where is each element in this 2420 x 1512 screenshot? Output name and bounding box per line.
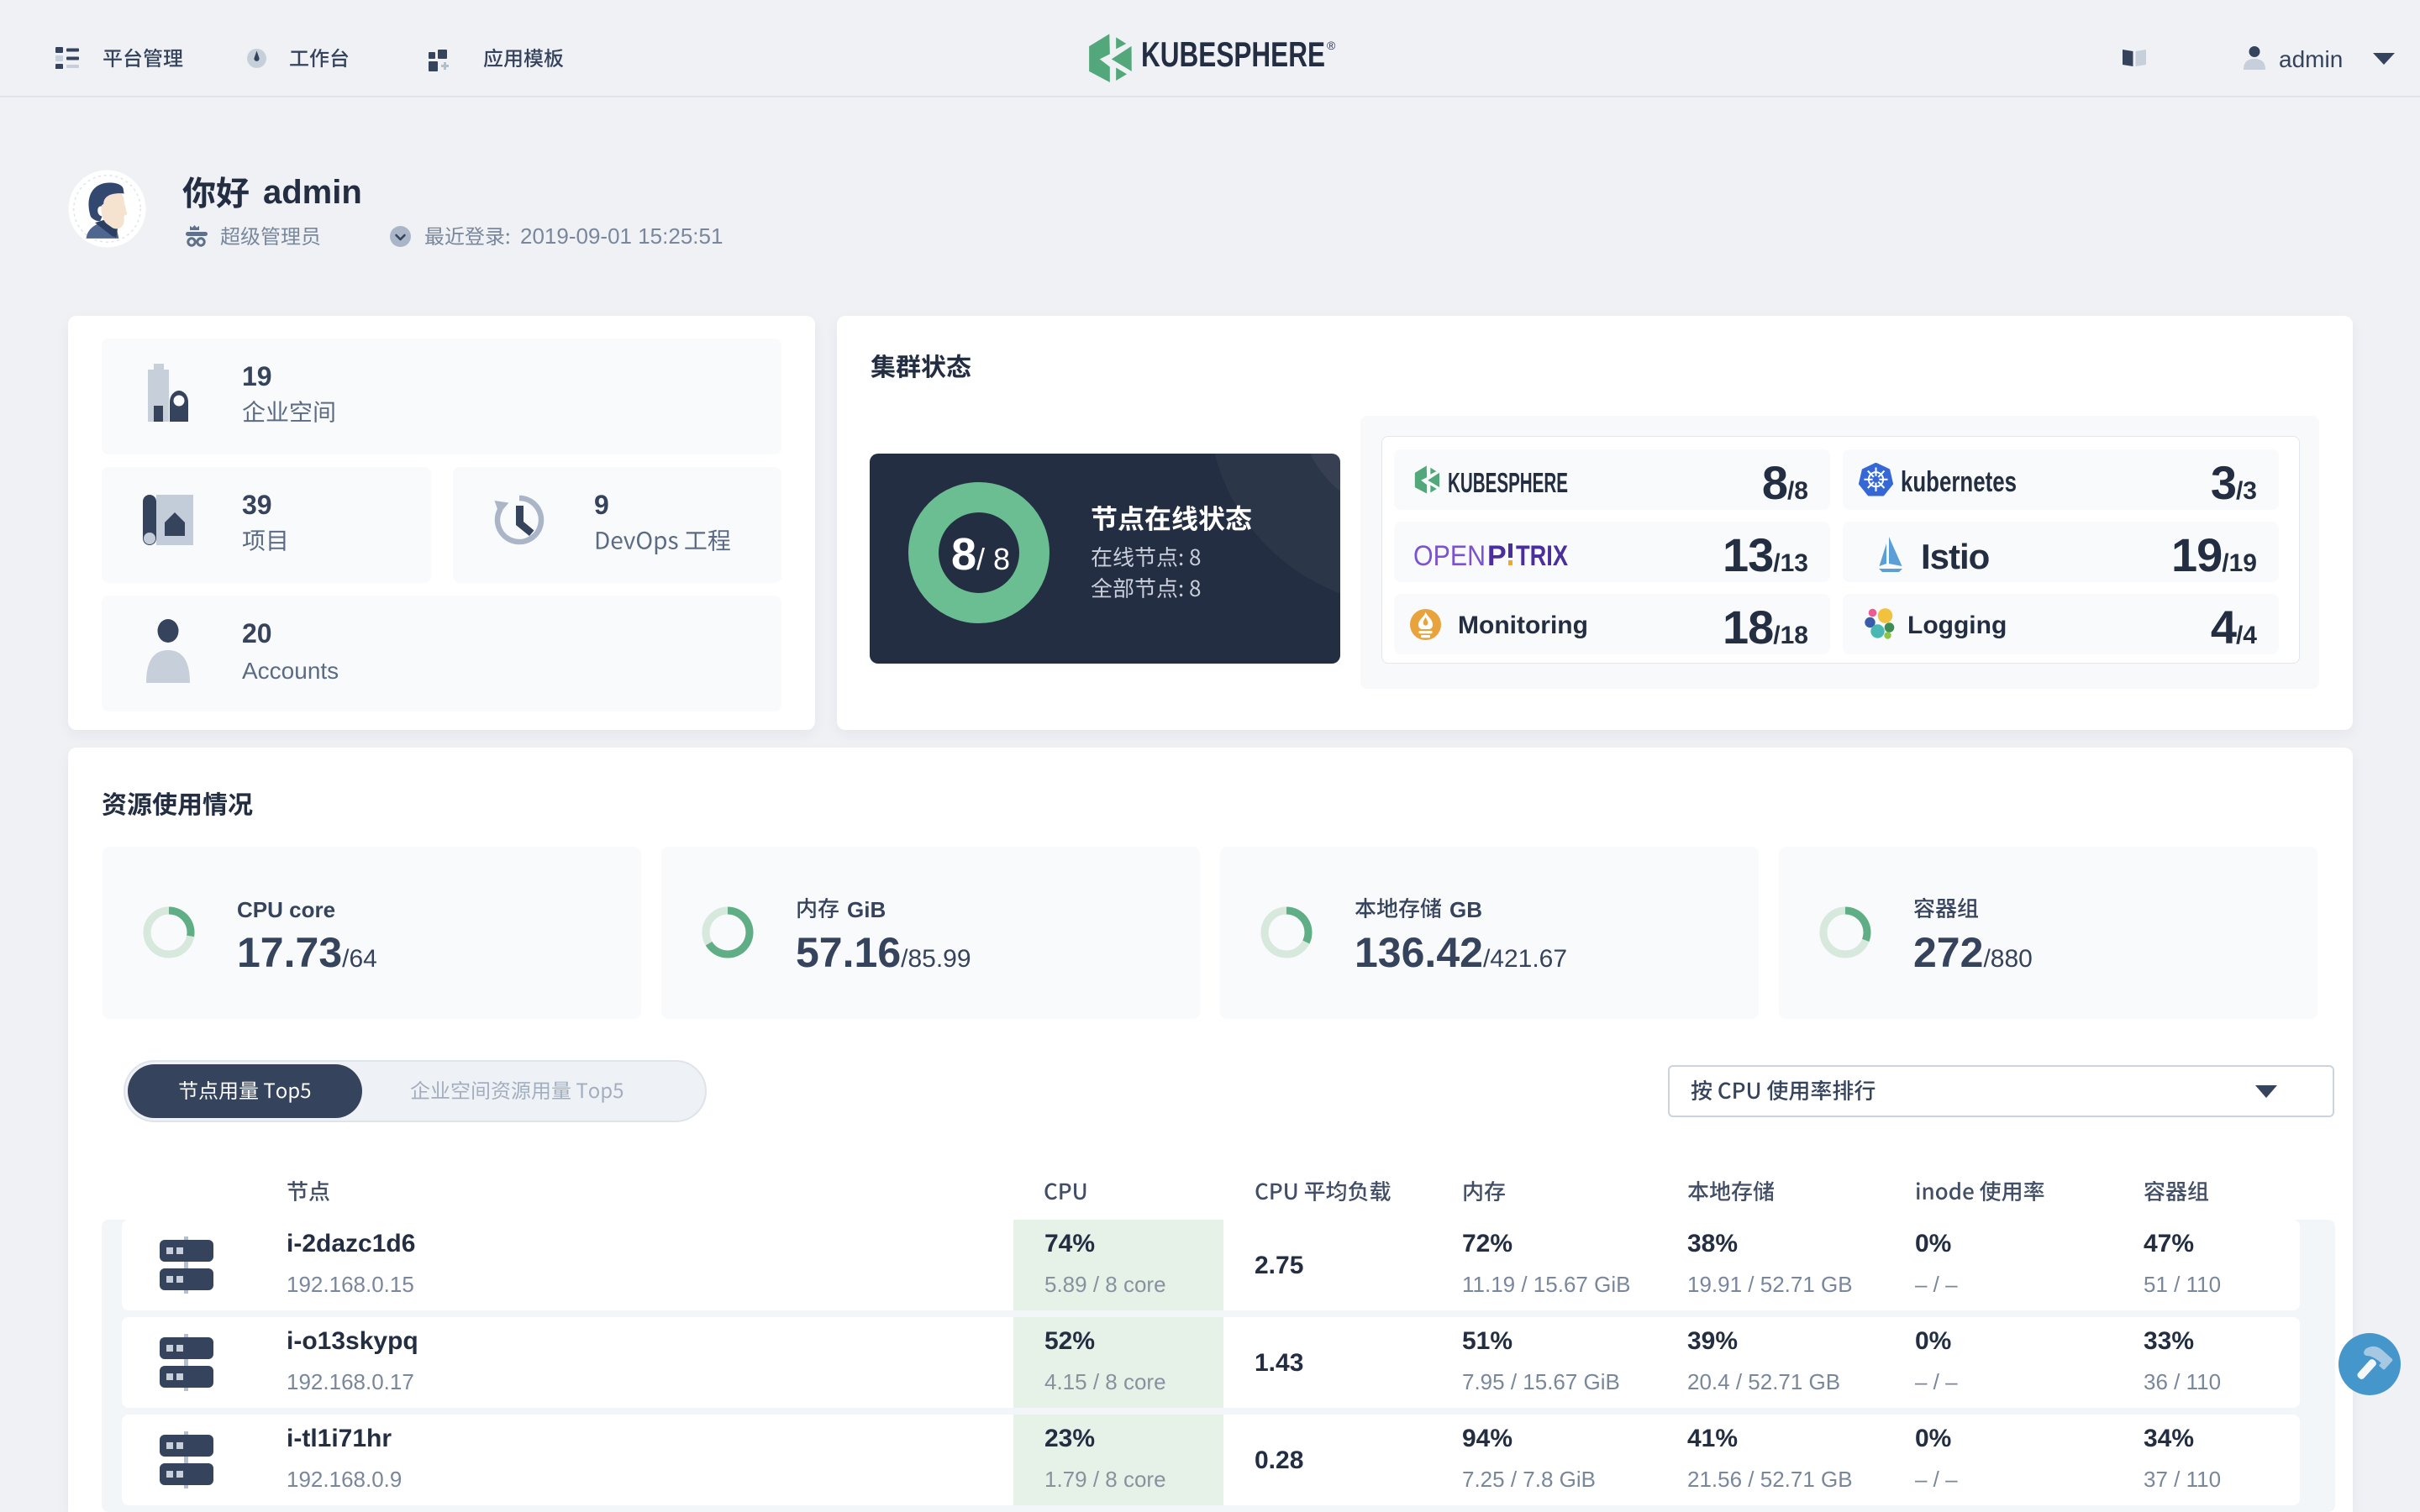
svg-text:KUBESPHERE: KUBESPHERE [1141,34,1325,74]
svg-text:P: P [1487,540,1507,572]
svg-text:TRIX: TRIX [1516,540,1568,572]
svg-text:®: ® [1327,39,1336,52]
svg-text:OPEN: OPEN [1413,540,1486,572]
svg-text:kubernetes: kubernetes [1901,468,2017,498]
svg-text:KUBESPHERE: KUBESPHERE [1448,469,1568,497]
